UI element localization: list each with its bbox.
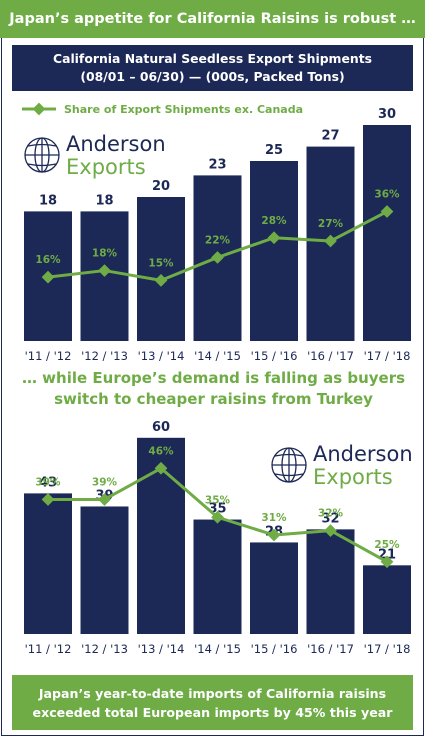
logo: Anderson Exports [271,442,413,489]
x-tick-label: '13 / '14 [138,642,185,656]
share-point [98,264,111,277]
share-point [324,524,337,537]
europe-title-line-1: … while Europe’s demand is falling as bu… [21,369,406,387]
x-tick-label: '15 / '16 [251,642,298,656]
x-tick-label: '17 / '18 [364,642,411,656]
bar-value-label: 23 [208,157,226,172]
share-label: 15% [148,257,174,269]
share-label: 28% [261,215,287,227]
bar-value-label: 32 [321,511,339,526]
x-tick-label: '17 / '18 [364,349,411,363]
main-title: Japan’s appetite for California Raisins … [0,0,425,38]
share-point [380,205,394,218]
subtitle-line-2: (08/01 – 06/30) — (000s, Packed Tons) [80,69,345,84]
bar [363,125,411,341]
footer-line-1: Japan’s year-to-date imports of Californ… [38,685,387,701]
bar-value-label: 30 [378,107,396,122]
bar [250,542,298,634]
chart-subtitle: California Natural Seedless Export Shipm… [12,45,413,91]
legend: Share of Export Shipments ex. Canada [22,102,303,116]
share-point [154,274,168,287]
x-tick-label: '16 / '17 [307,349,354,363]
share-label: 22% [205,234,231,246]
bar-value-label: 60 [152,420,170,435]
bar-value-label: 27 [321,129,339,144]
share-label: 32% [318,508,344,520]
x-tick-label: '15 / '16 [251,349,298,363]
europe-section-title: … while Europe’s demand is falling as bu… [0,368,427,410]
logo-word-exports: Exports [66,155,146,179]
share-label: 39% [92,476,118,488]
share-label: 46% [148,445,174,457]
share-label: 39% [35,476,61,488]
bar [24,493,72,634]
share-label: 35% [205,494,231,506]
bar-value-label: 43 [39,475,57,490]
bar-value-label: 25 [265,143,283,158]
bar [137,197,185,341]
footer-line-2: exceeded total European imports by 45% t… [32,704,393,720]
europe-shipments-chart: Anderson Exports 43396035283221 39%39%46… [24,420,413,656]
europe-title-line-2: switch to cheaper raisins from Turkey [54,390,373,408]
japan-shipments-chart: Share of Export Shipments ex. Canada And… [22,102,411,363]
share-label: 18% [92,248,118,260]
share-label: 25% [374,539,400,551]
legend-label: Share of Export Shipments ex. Canada [64,103,303,116]
x-tick-label: '11 / '12 [25,642,72,656]
bar-value-label: 20 [152,179,170,194]
bar [363,565,411,634]
logo-word-exports: Exports [313,465,393,489]
globe-icon [271,447,307,483]
share-label: 36% [374,189,400,201]
bar [80,506,129,634]
legend-marker [32,102,46,116]
share-label: 31% [261,512,287,524]
x-tick-label: '11 / '12 [25,349,72,363]
x-tick-label: '14 / '15 [194,349,241,363]
bar [193,519,242,634]
share-point [324,234,337,248]
x-tick-label: '14 / '15 [194,642,241,656]
x-tick-label: '16 / '17 [307,642,354,656]
globe-icon [24,137,60,173]
x-tick-label: '12 / '13 [81,642,128,656]
share-point [267,231,281,245]
logo: Anderson Exports [24,132,166,179]
logo-word-anderson: Anderson [66,132,166,156]
logo-word-anderson: Anderson [313,442,413,466]
bar-value-label: 18 [39,193,57,208]
bar [306,529,355,634]
x-tick-label: '12 / '13 [81,349,128,363]
subtitle-line-1: California Natural Seedless Export Shipm… [52,51,372,66]
share-point [41,270,55,284]
share-label: 27% [318,218,344,230]
x-tick-label: '13 / '14 [138,349,185,363]
footer-callout: Japan’s year-to-date imports of Californ… [12,675,413,730]
bar [250,161,298,341]
share-point [211,251,224,264]
bar-value-label: 18 [95,193,113,208]
share-label: 16% [35,254,61,266]
